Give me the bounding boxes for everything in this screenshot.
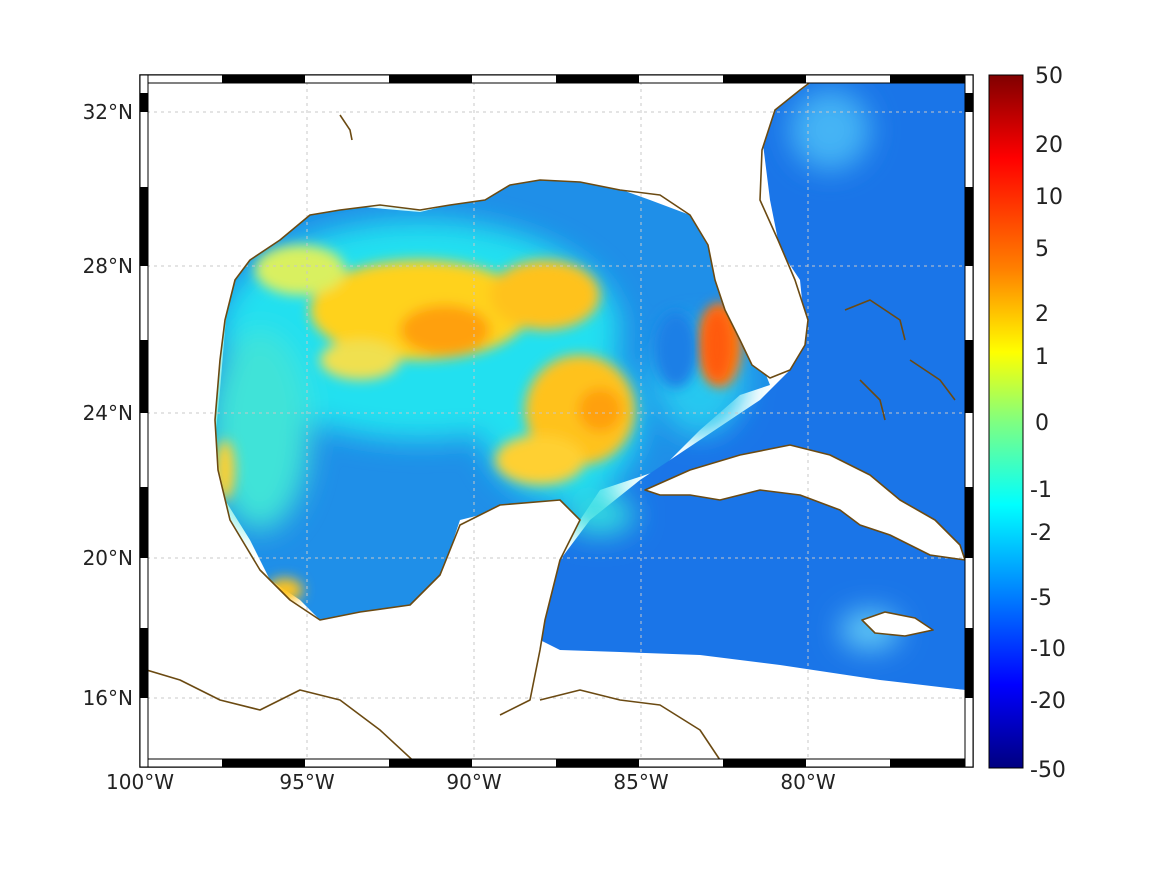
lat-label-16n: 16°N — [83, 686, 133, 710]
lon-label-85w: 85°W — [613, 770, 668, 794]
colorbar-label-neg20: -20 — [1030, 689, 1066, 714]
colorbar: 50 20 10 5 2 1 0 -1 -2 -5 -10 -20 -50 — [988, 64, 1066, 783]
lat-label-24n: 24°N — [83, 401, 133, 425]
latitude-labels: 32°N 28°N 24°N 20°N 16°N — [83, 100, 133, 710]
map-frame — [139, 74, 974, 768]
longitude-labels: 100°W 95°W 90°W 85°W 80°W — [106, 770, 836, 794]
colorbar-label-1: 1 — [1035, 345, 1049, 370]
colorbar-label-5: 5 — [1035, 237, 1049, 262]
colorbar-label-neg50: -50 — [1030, 758, 1066, 783]
lon-label-100w: 100°W — [106, 770, 174, 794]
lat-label-28n: 28°N — [83, 254, 133, 278]
colorbar-label-neg5: -5 — [1030, 586, 1052, 611]
colorbar-gradient — [988, 74, 1024, 769]
lon-label-80w: 80°W — [780, 770, 835, 794]
lon-label-90w: 90°W — [446, 770, 501, 794]
lat-label-20n: 20°N — [83, 546, 133, 570]
ocean-data-field — [210, 80, 965, 690]
coastlines — [140, 75, 966, 767]
lat-label-32n: 32°N — [83, 100, 133, 124]
colorbar-label-neg2: -2 — [1030, 521, 1052, 546]
colorbar-label-20: 20 — [1035, 133, 1063, 158]
colorbar-label-50: 50 — [1035, 64, 1063, 89]
graticule — [140, 75, 973, 767]
lon-label-95w: 95°W — [279, 770, 334, 794]
colorbar-label-neg10: -10 — [1030, 637, 1066, 662]
colorbar-label-0: 0 — [1035, 411, 1049, 436]
colorbar-label-neg1: -1 — [1030, 478, 1052, 503]
colorbar-label-10: 10 — [1035, 185, 1063, 210]
colorbar-label-2: 2 — [1035, 302, 1049, 327]
land-masses — [140, 75, 973, 767]
